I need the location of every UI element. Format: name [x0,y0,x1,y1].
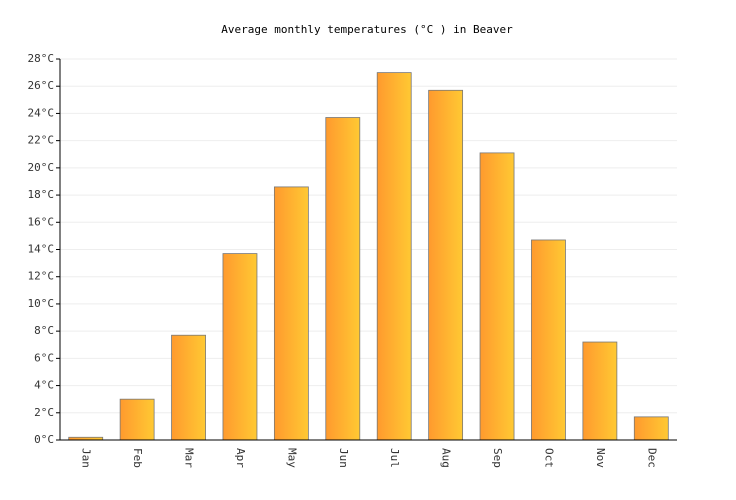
x-tick-label: Jan [80,448,93,468]
y-tick-label: 0°C [34,433,54,446]
x-tick-label: Nov [594,448,607,468]
y-tick-label: 4°C [34,379,54,392]
y-tick-label: 8°C [34,324,54,337]
x-tick-label: Feb [131,448,144,468]
x-tick-label: Oct [542,448,555,468]
y-tick-label: 12°C [28,270,55,283]
x-tick-label: Sep [491,448,504,468]
y-tick-label: 2°C [34,406,54,419]
x-tick-label: May [285,448,298,468]
x-tick-label: Jun [337,448,350,468]
y-tick-label: 10°C [28,297,55,310]
y-tick-label: 24°C [28,106,55,119]
y-tick-label: 26°C [28,79,55,92]
x-tick-label: Dec [645,448,658,468]
chart-title: Average monthly temperatures (°C ) in Be… [221,23,513,36]
bar [582,341,618,441]
x-tick-label: Aug [440,448,453,468]
bar [119,398,155,441]
bar [273,186,309,441]
x-tick-label: Mar [183,448,196,468]
bar [531,239,566,441]
y-tick-label: 16°C [28,215,55,228]
bar [222,253,258,441]
bar [633,416,669,441]
y-tick-label: 14°C [28,243,55,256]
y-tick-label: 18°C [28,188,55,201]
bar [171,334,206,441]
y-tick-label: 22°C [28,134,55,147]
y-tick-label: 6°C [34,351,54,364]
bar [325,117,361,441]
x-tick-label: Apr [234,448,247,468]
bar [376,72,412,441]
y-tick-label: 20°C [28,161,55,174]
y-tick-label: 28°C [28,52,55,65]
x-tick-label: Jul [388,448,401,468]
bar [428,89,464,441]
bar [479,152,515,441]
